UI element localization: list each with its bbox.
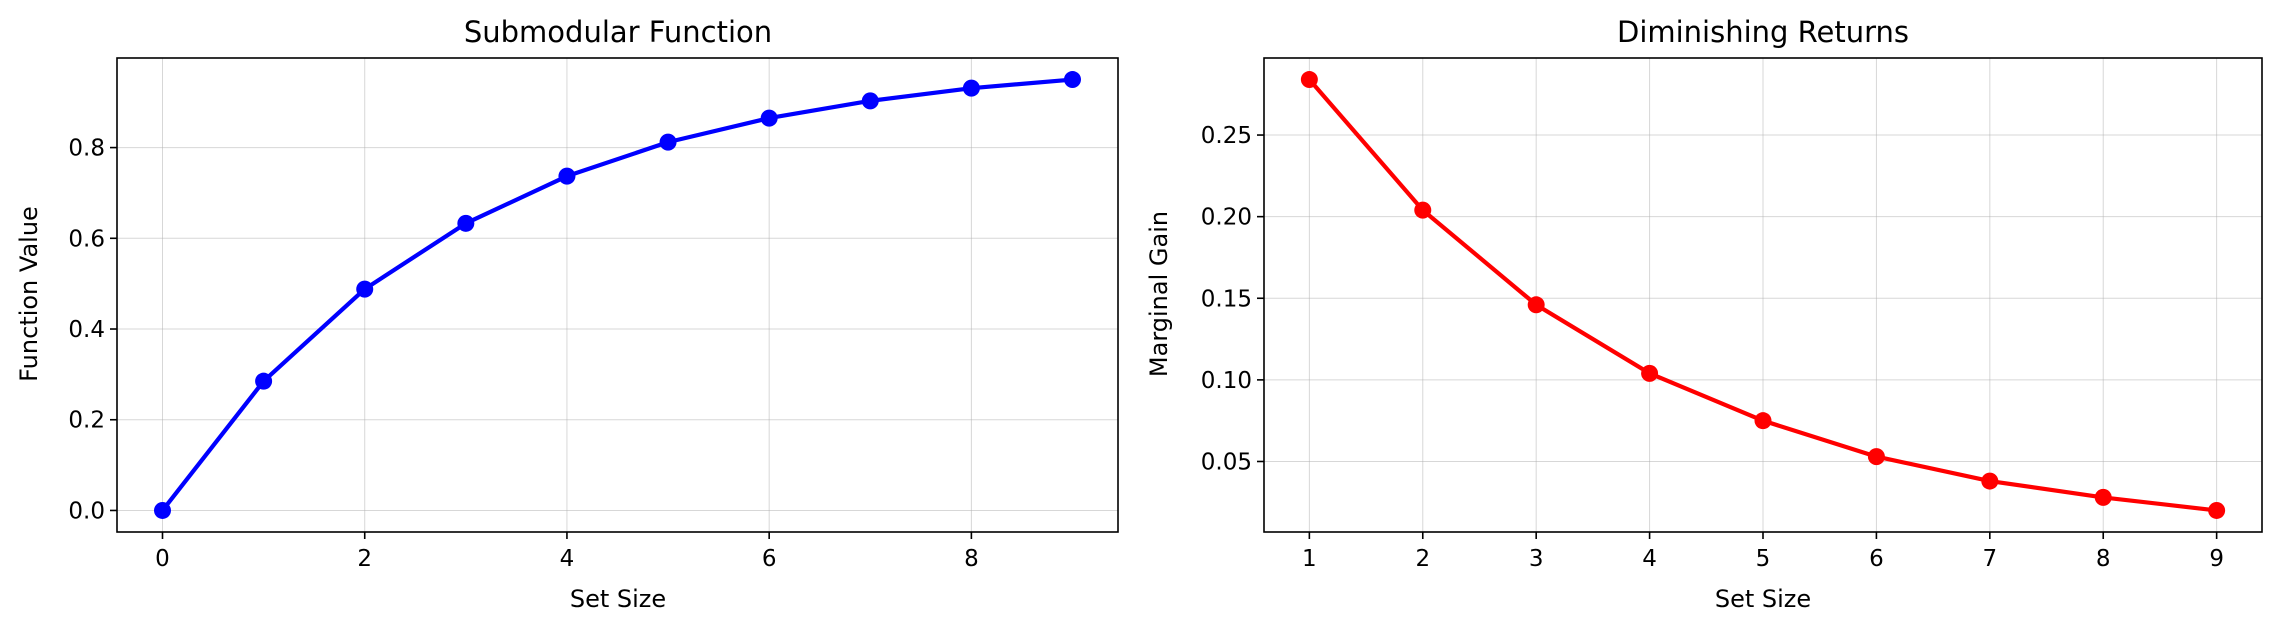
series-line bbox=[160, 77, 1075, 513]
x-tick-label: 3 bbox=[1529, 546, 1544, 572]
x-tick-label: 4 bbox=[560, 546, 575, 572]
y-tick-label: 0.0 bbox=[68, 498, 105, 524]
data-point bbox=[1300, 71, 1318, 89]
y-axis-label: Marginal Gain bbox=[1145, 211, 1173, 377]
data-point bbox=[2208, 501, 2226, 519]
x-tick-label: 6 bbox=[762, 546, 777, 572]
data-point bbox=[1981, 472, 1999, 490]
x-axis-label: Set Size bbox=[1715, 585, 1811, 613]
y-tick-label: 0.4 bbox=[68, 317, 105, 343]
data-point bbox=[255, 372, 273, 390]
y-tick-label: 0.20 bbox=[1201, 205, 1252, 231]
x-axis-label: Set Size bbox=[570, 585, 666, 613]
x-tick-label: 8 bbox=[2096, 546, 2111, 572]
y-axis-label: Function Value bbox=[15, 206, 43, 382]
x-tick-label: 8 bbox=[964, 546, 979, 572]
data-point bbox=[861, 92, 879, 110]
x-tick-label: 1 bbox=[1302, 546, 1317, 572]
data-point bbox=[1867, 448, 1885, 466]
data-point bbox=[962, 79, 980, 97]
x-tick-label: 6 bbox=[1869, 546, 1884, 572]
chart-title: Diminishing Returns bbox=[1617, 15, 1909, 49]
y-tick-label: 0.8 bbox=[68, 136, 105, 162]
data-point bbox=[760, 109, 778, 127]
y-tick-label: 0.05 bbox=[1201, 449, 1252, 475]
data-point bbox=[1754, 412, 1772, 430]
x-tick-label: 2 bbox=[357, 546, 372, 572]
data-point bbox=[558, 167, 576, 185]
x-tick-label: 2 bbox=[1415, 546, 1430, 572]
data-point bbox=[154, 501, 171, 519]
x-tick-label: 7 bbox=[1982, 546, 1997, 572]
y-tick-label: 0.6 bbox=[68, 226, 105, 252]
data-point bbox=[457, 214, 475, 232]
chart-title: Submodular Function bbox=[464, 15, 772, 49]
chart-diminishing-returns: Diminishing Returns Marginal Gain Set Si… bbox=[1145, 15, 2263, 613]
x-tick-label: 0 bbox=[155, 546, 170, 572]
grid bbox=[117, 58, 1118, 532]
chart-submodular-function: Submodular Function Function Value Set S… bbox=[15, 15, 1119, 613]
x-tick-label: 5 bbox=[1756, 546, 1771, 572]
data-point bbox=[2094, 488, 2112, 506]
data-point bbox=[1064, 71, 1081, 89]
grid bbox=[1264, 58, 2262, 532]
data-point bbox=[1641, 364, 1659, 382]
y-tick-label: 0.25 bbox=[1201, 123, 1252, 149]
data-point bbox=[1414, 201, 1432, 219]
x-tick-label: 4 bbox=[1642, 546, 1657, 572]
data-point bbox=[659, 133, 677, 151]
y-tick-label: 0.2 bbox=[68, 408, 105, 434]
data-point bbox=[1527, 296, 1545, 314]
y-tick-label: 0.10 bbox=[1201, 368, 1252, 394]
x-tick-label: 9 bbox=[2209, 546, 2224, 572]
data-point bbox=[356, 280, 374, 298]
y-tick-label: 0.15 bbox=[1201, 286, 1252, 312]
plot-frame bbox=[116, 57, 1119, 533]
